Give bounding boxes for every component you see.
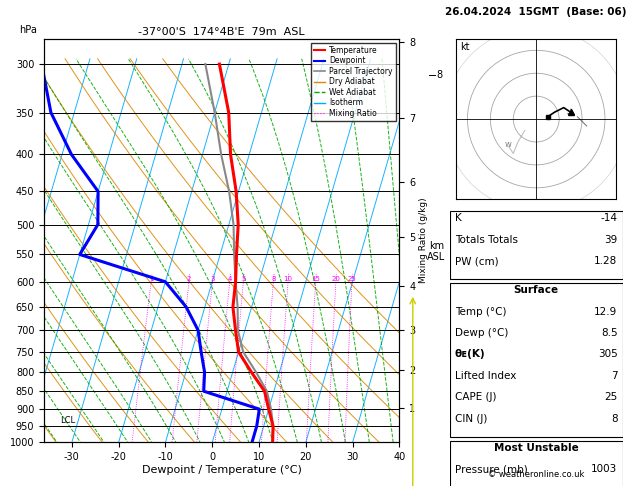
Text: -14: -14 <box>601 213 618 224</box>
Text: 5: 5 <box>241 276 245 282</box>
Text: θᴇ(K): θᴇ(K) <box>455 349 486 360</box>
Text: 7: 7 <box>611 371 618 381</box>
Text: 25: 25 <box>604 392 618 402</box>
Text: 1: 1 <box>149 276 153 282</box>
Text: 26.04.2024  15GMT  (Base: 06): 26.04.2024 15GMT (Base: 06) <box>445 7 627 17</box>
Text: 1003: 1003 <box>591 464 618 474</box>
Text: LCL: LCL <box>60 416 75 425</box>
Y-axis label: km
ASL: km ASL <box>427 241 445 262</box>
Text: K: K <box>455 213 462 224</box>
Text: Totals Totals: Totals Totals <box>455 235 518 245</box>
X-axis label: Dewpoint / Temperature (°C): Dewpoint / Temperature (°C) <box>142 465 302 475</box>
Text: w: w <box>504 139 511 149</box>
Text: Dewp (°C): Dewp (°C) <box>455 328 508 338</box>
Text: CAPE (J): CAPE (J) <box>455 392 496 402</box>
Bar <box>450 283 623 437</box>
Text: Surface: Surface <box>514 285 559 295</box>
Bar <box>450 441 623 486</box>
Text: Most Unstable: Most Unstable <box>494 443 579 453</box>
Text: 20: 20 <box>331 276 340 282</box>
Text: 10: 10 <box>284 276 292 282</box>
Text: 15: 15 <box>311 276 320 282</box>
Text: PW (cm): PW (cm) <box>455 256 499 266</box>
Text: 8: 8 <box>611 414 618 424</box>
Text: 12.9: 12.9 <box>594 307 618 317</box>
Text: Temp (°C): Temp (°C) <box>455 307 506 317</box>
Text: 2: 2 <box>187 276 191 282</box>
Text: Mixing Ratio (g/kg): Mixing Ratio (g/kg) <box>418 198 428 283</box>
Text: 39: 39 <box>604 235 618 245</box>
Title: -37°00'S  174°4B'E  79m  ASL: -37°00'S 174°4B'E 79m ASL <box>138 27 305 37</box>
Text: 8: 8 <box>437 70 442 80</box>
Text: 8: 8 <box>271 276 276 282</box>
Text: 4: 4 <box>228 276 232 282</box>
Text: hPa: hPa <box>19 25 37 35</box>
Text: 1.28: 1.28 <box>594 256 618 266</box>
Bar <box>450 211 623 279</box>
Text: Pressure (mb): Pressure (mb) <box>455 464 528 474</box>
Text: CIN (J): CIN (J) <box>455 414 487 424</box>
Text: 3: 3 <box>210 276 214 282</box>
Legend: Temperature, Dewpoint, Parcel Trajectory, Dry Adiabat, Wet Adiabat, Isotherm, Mi: Temperature, Dewpoint, Parcel Trajectory… <box>311 43 396 121</box>
Text: © weatheronline.co.uk: © weatheronline.co.uk <box>488 469 584 479</box>
Text: Lifted Index: Lifted Index <box>455 371 516 381</box>
Text: kt: kt <box>460 42 470 52</box>
Text: 305: 305 <box>598 349 618 360</box>
Text: 8.5: 8.5 <box>601 328 618 338</box>
Text: 25: 25 <box>348 276 356 282</box>
